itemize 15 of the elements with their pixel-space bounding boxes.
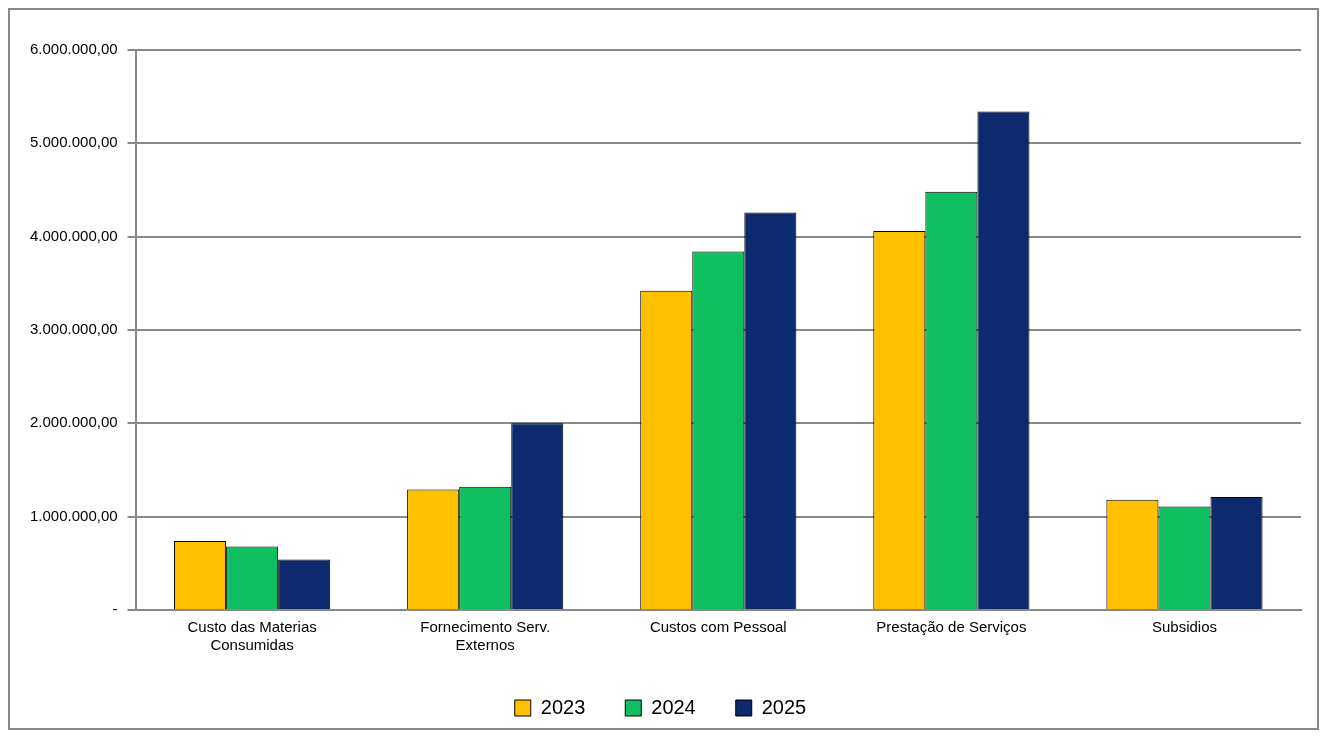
legend-label: 2024 xyxy=(651,695,696,718)
x-tick-label: Custo das Materias Consumidas xyxy=(187,618,317,654)
y-tick-label: - xyxy=(112,600,118,618)
y-tick-label: 3.000.000,00 xyxy=(29,320,118,338)
y-tick-label: 1.000.000,00 xyxy=(29,506,118,524)
x-tick-label: Prestação de Serviços xyxy=(876,618,1027,636)
legend-label: 2023 xyxy=(540,695,586,718)
legend-label: 2025 xyxy=(761,695,807,718)
x-tick-label: Subsidios xyxy=(1151,618,1217,636)
y-tick-label: 2.000.000,00 xyxy=(29,413,118,431)
y-tick-label: 4.000.000,00 xyxy=(29,226,118,244)
x-tick-label: Fornecimento Serv. Externos xyxy=(420,618,551,654)
y-tick-label: 5.000.000,00 xyxy=(29,133,118,151)
x-tick-label: Custos com Pessoal xyxy=(649,618,787,636)
y-tick-label: 6.000.000,00 xyxy=(29,40,118,58)
